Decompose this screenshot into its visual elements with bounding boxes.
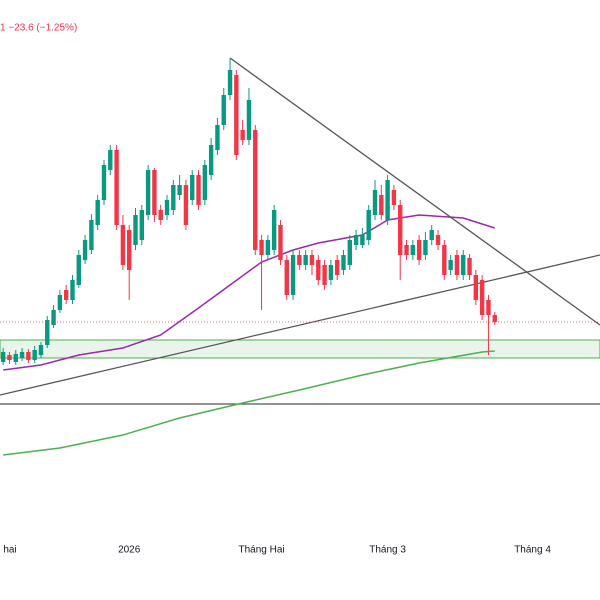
candle-body	[171, 185, 176, 210]
trend-line	[0, 254, 600, 396]
candle-body	[26, 352, 31, 360]
candle-body	[341, 255, 346, 270]
x-tick-label: hai	[3, 545, 16, 556]
candle-body	[215, 125, 220, 150]
candle-body	[114, 150, 119, 225]
trend-line	[229, 57, 600, 326]
candle-body	[7, 355, 12, 360]
candle-body	[13, 354, 18, 362]
candle-body	[360, 235, 365, 245]
candle-body	[486, 300, 491, 315]
candle-body	[45, 320, 50, 345]
candle-body	[133, 215, 138, 245]
candle-body	[429, 230, 434, 240]
x-tick-label: Tháng 3	[369, 545, 406, 556]
candle-body	[271, 210, 277, 250]
x-tick-label: Tháng Hai	[238, 545, 284, 556]
candle-body	[164, 200, 170, 215]
candle-body	[152, 170, 157, 215]
candle-body	[38, 345, 44, 355]
candle-body	[347, 240, 352, 265]
candle-body	[234, 75, 239, 155]
candle-body	[145, 170, 151, 215]
candle-body	[101, 165, 107, 200]
candle-body	[385, 180, 390, 220]
candle-body	[51, 310, 56, 325]
candle-body	[454, 255, 460, 275]
candle-body	[398, 205, 403, 255]
candle-body	[404, 245, 409, 255]
candle-body	[391, 190, 397, 205]
candle-body	[76, 255, 81, 285]
candle-body	[196, 175, 201, 205]
candle-body	[202, 165, 208, 200]
candle-body	[139, 210, 145, 240]
candle-body	[473, 275, 479, 300]
candle-body	[309, 255, 315, 265]
candle-body	[461, 255, 466, 275]
candle-body	[32, 350, 37, 360]
candle-body	[416, 240, 422, 260]
x-tick-label: 2026	[118, 545, 141, 556]
candle-body	[63, 290, 69, 300]
candle-body	[297, 255, 302, 265]
candle-body	[492, 315, 497, 322]
candle-body	[70, 280, 75, 300]
x-tick-label: Tháng 4	[514, 545, 551, 556]
candle-body	[108, 150, 113, 170]
candle-body	[89, 220, 94, 250]
candle-body	[284, 260, 289, 295]
candle-body	[82, 240, 88, 260]
candle-body	[265, 240, 271, 255]
zone	[0, 339, 600, 359]
candle-body	[127, 230, 132, 270]
candle-body	[0, 352, 6, 362]
candle-body	[278, 225, 283, 260]
candle-body	[467, 258, 472, 275]
candle-body	[328, 265, 334, 280]
candle-body	[353, 235, 359, 245]
candle-body	[246, 100, 252, 140]
candle-body	[57, 295, 63, 310]
candle-body	[442, 245, 447, 275]
candle-body	[177, 185, 182, 195]
candle-body	[479, 280, 485, 315]
candle-body	[410, 245, 416, 255]
candle-body	[190, 175, 195, 200]
candle-body	[372, 190, 378, 215]
candle-body	[334, 260, 340, 275]
candle-body	[221, 95, 226, 125]
moving-average	[3, 350, 495, 456]
candle-body	[435, 235, 441, 245]
candle-body	[95, 200, 100, 225]
candle-body	[303, 255, 308, 265]
price-change: 1 −23.6 (−1.25%)	[0, 23, 77, 34]
candle-body	[290, 255, 296, 295]
candle-body	[259, 240, 264, 255]
candle-body	[120, 225, 126, 265]
candle-body	[253, 130, 258, 250]
candle-body	[158, 210, 163, 220]
candle-body	[379, 195, 384, 215]
candle-body	[316, 260, 321, 280]
candle-body	[366, 210, 371, 240]
candle-body	[208, 145, 214, 175]
candle-body	[423, 240, 428, 255]
candle-body	[227, 70, 233, 95]
candle-body	[183, 185, 189, 225]
candle-body	[240, 130, 245, 140]
candle-body	[322, 265, 327, 285]
candle-body	[448, 260, 453, 270]
candle-body	[19, 352, 25, 358]
